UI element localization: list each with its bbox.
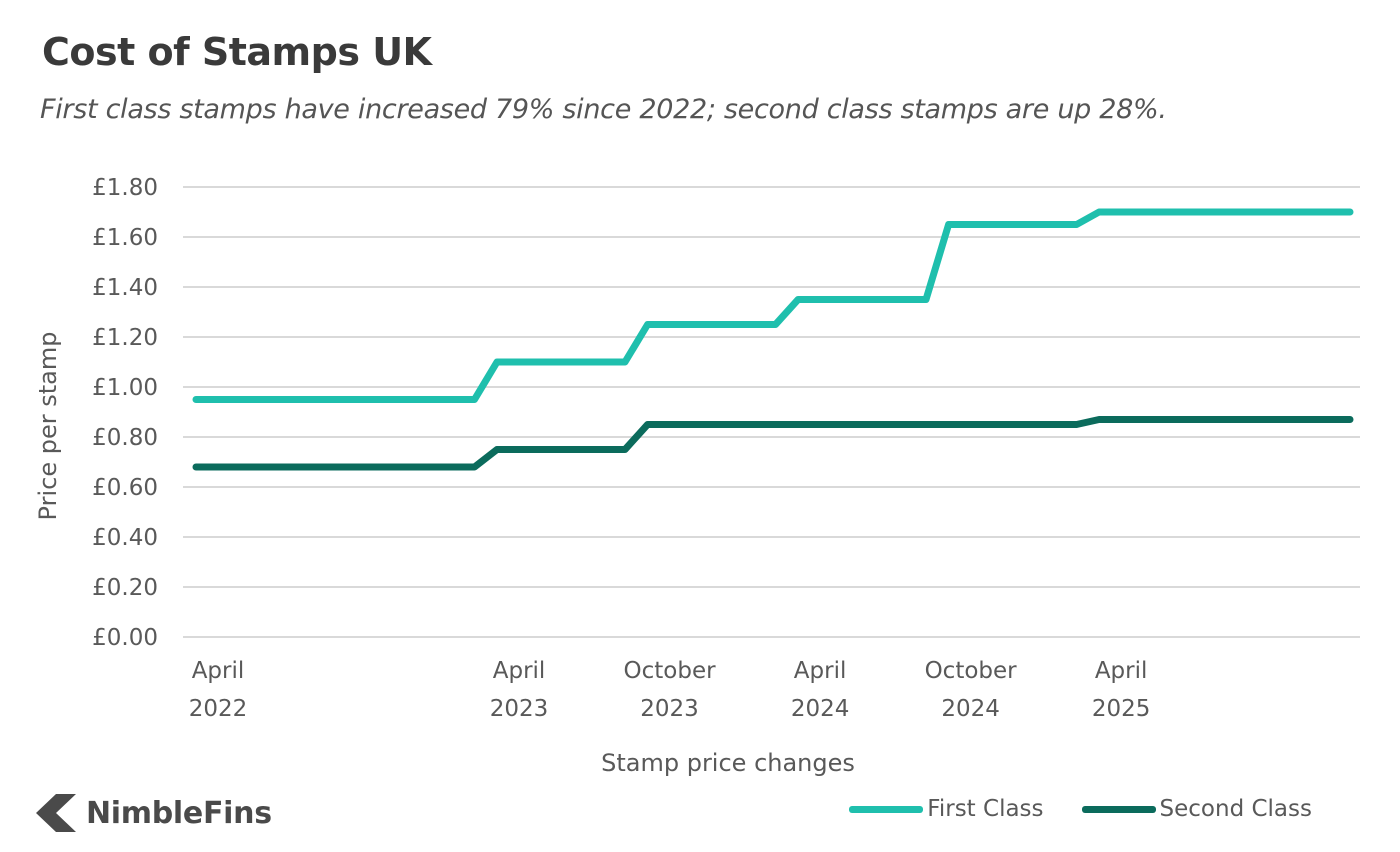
legend-item-first-class: First Class — [849, 796, 1044, 822]
y-tick-label: £0.60 — [92, 475, 158, 501]
x-tick-label-line1: October — [925, 658, 1018, 684]
x-tick-label-line2: 2023 — [640, 696, 699, 722]
y-axis-ticks: £0.00 £0.20 £0.40 £0.60 £0.80 £1.00 £1.20 £1.40… — [92, 175, 158, 651]
chart-subtitle: First class stamps have increased 79% si… — [40, 94, 1167, 125]
y-tick-label: £0.40 — [92, 525, 158, 551]
y-tick-label: £1.00 — [92, 375, 158, 401]
x-tick-label-line1: April — [192, 658, 245, 684]
x-tick-label-line1: April — [1095, 658, 1148, 684]
legend: First Class Second Class — [849, 796, 1312, 822]
nimblefins-logo: NimbleFins — [34, 792, 272, 834]
x-tick-label: April 2022 — [189, 658, 248, 722]
series-line-first-class — [192, 208, 1354, 403]
x-tick-label-line1: April — [493, 658, 546, 684]
y-axis-title: Price per stamp — [34, 332, 62, 521]
x-tick-label-line2: 2024 — [941, 696, 1000, 722]
x-tick-label-line1: April — [794, 658, 847, 684]
x-tick-label-line2: 2024 — [791, 696, 850, 722]
legend-item-second-class: Second Class — [1081, 796, 1312, 822]
y-tick-label: £1.40 — [92, 275, 158, 301]
series-line-second-class — [192, 416, 1354, 471]
x-tick-label: October 2024 — [925, 658, 1018, 722]
x-axis-title: Stamp price changes — [601, 749, 855, 777]
x-tick-label: October 2023 — [624, 658, 717, 722]
x-tick-label-line2: 2022 — [189, 696, 248, 722]
y-tick-label: £0.20 — [92, 575, 158, 601]
x-tick-label-line2: 2025 — [1092, 696, 1151, 722]
legend-swatch-first-class — [849, 805, 924, 813]
legend-label-second-class: Second Class — [1159, 796, 1312, 822]
y-tick-label: £0.00 — [92, 625, 158, 651]
series-lines — [192, 208, 1354, 471]
x-tick-label: April 2025 — [1092, 658, 1151, 722]
x-tick-label: April 2023 — [490, 658, 549, 722]
gridlines — [183, 186, 1360, 638]
y-tick-label: £0.80 — [92, 425, 158, 451]
logo-text: NimbleFins — [86, 795, 272, 831]
x-tick-label: April 2024 — [791, 658, 850, 722]
x-axis-ticks: April2022April2023October2023April2024Oc… — [189, 658, 1151, 722]
chart-title: Cost of Stamps UK — [42, 30, 432, 74]
y-tick-label: £1.60 — [92, 225, 158, 251]
legend-label-first-class: First Class — [927, 796, 1044, 822]
chevron-left-icon — [36, 794, 76, 832]
y-tick-label: £1.20 — [92, 325, 158, 351]
y-tick-label: £1.80 — [92, 175, 158, 201]
legend-swatch-second-class — [1081, 805, 1156, 813]
x-tick-label-line1: October — [624, 658, 717, 684]
x-tick-label-line2: 2023 — [490, 696, 549, 722]
